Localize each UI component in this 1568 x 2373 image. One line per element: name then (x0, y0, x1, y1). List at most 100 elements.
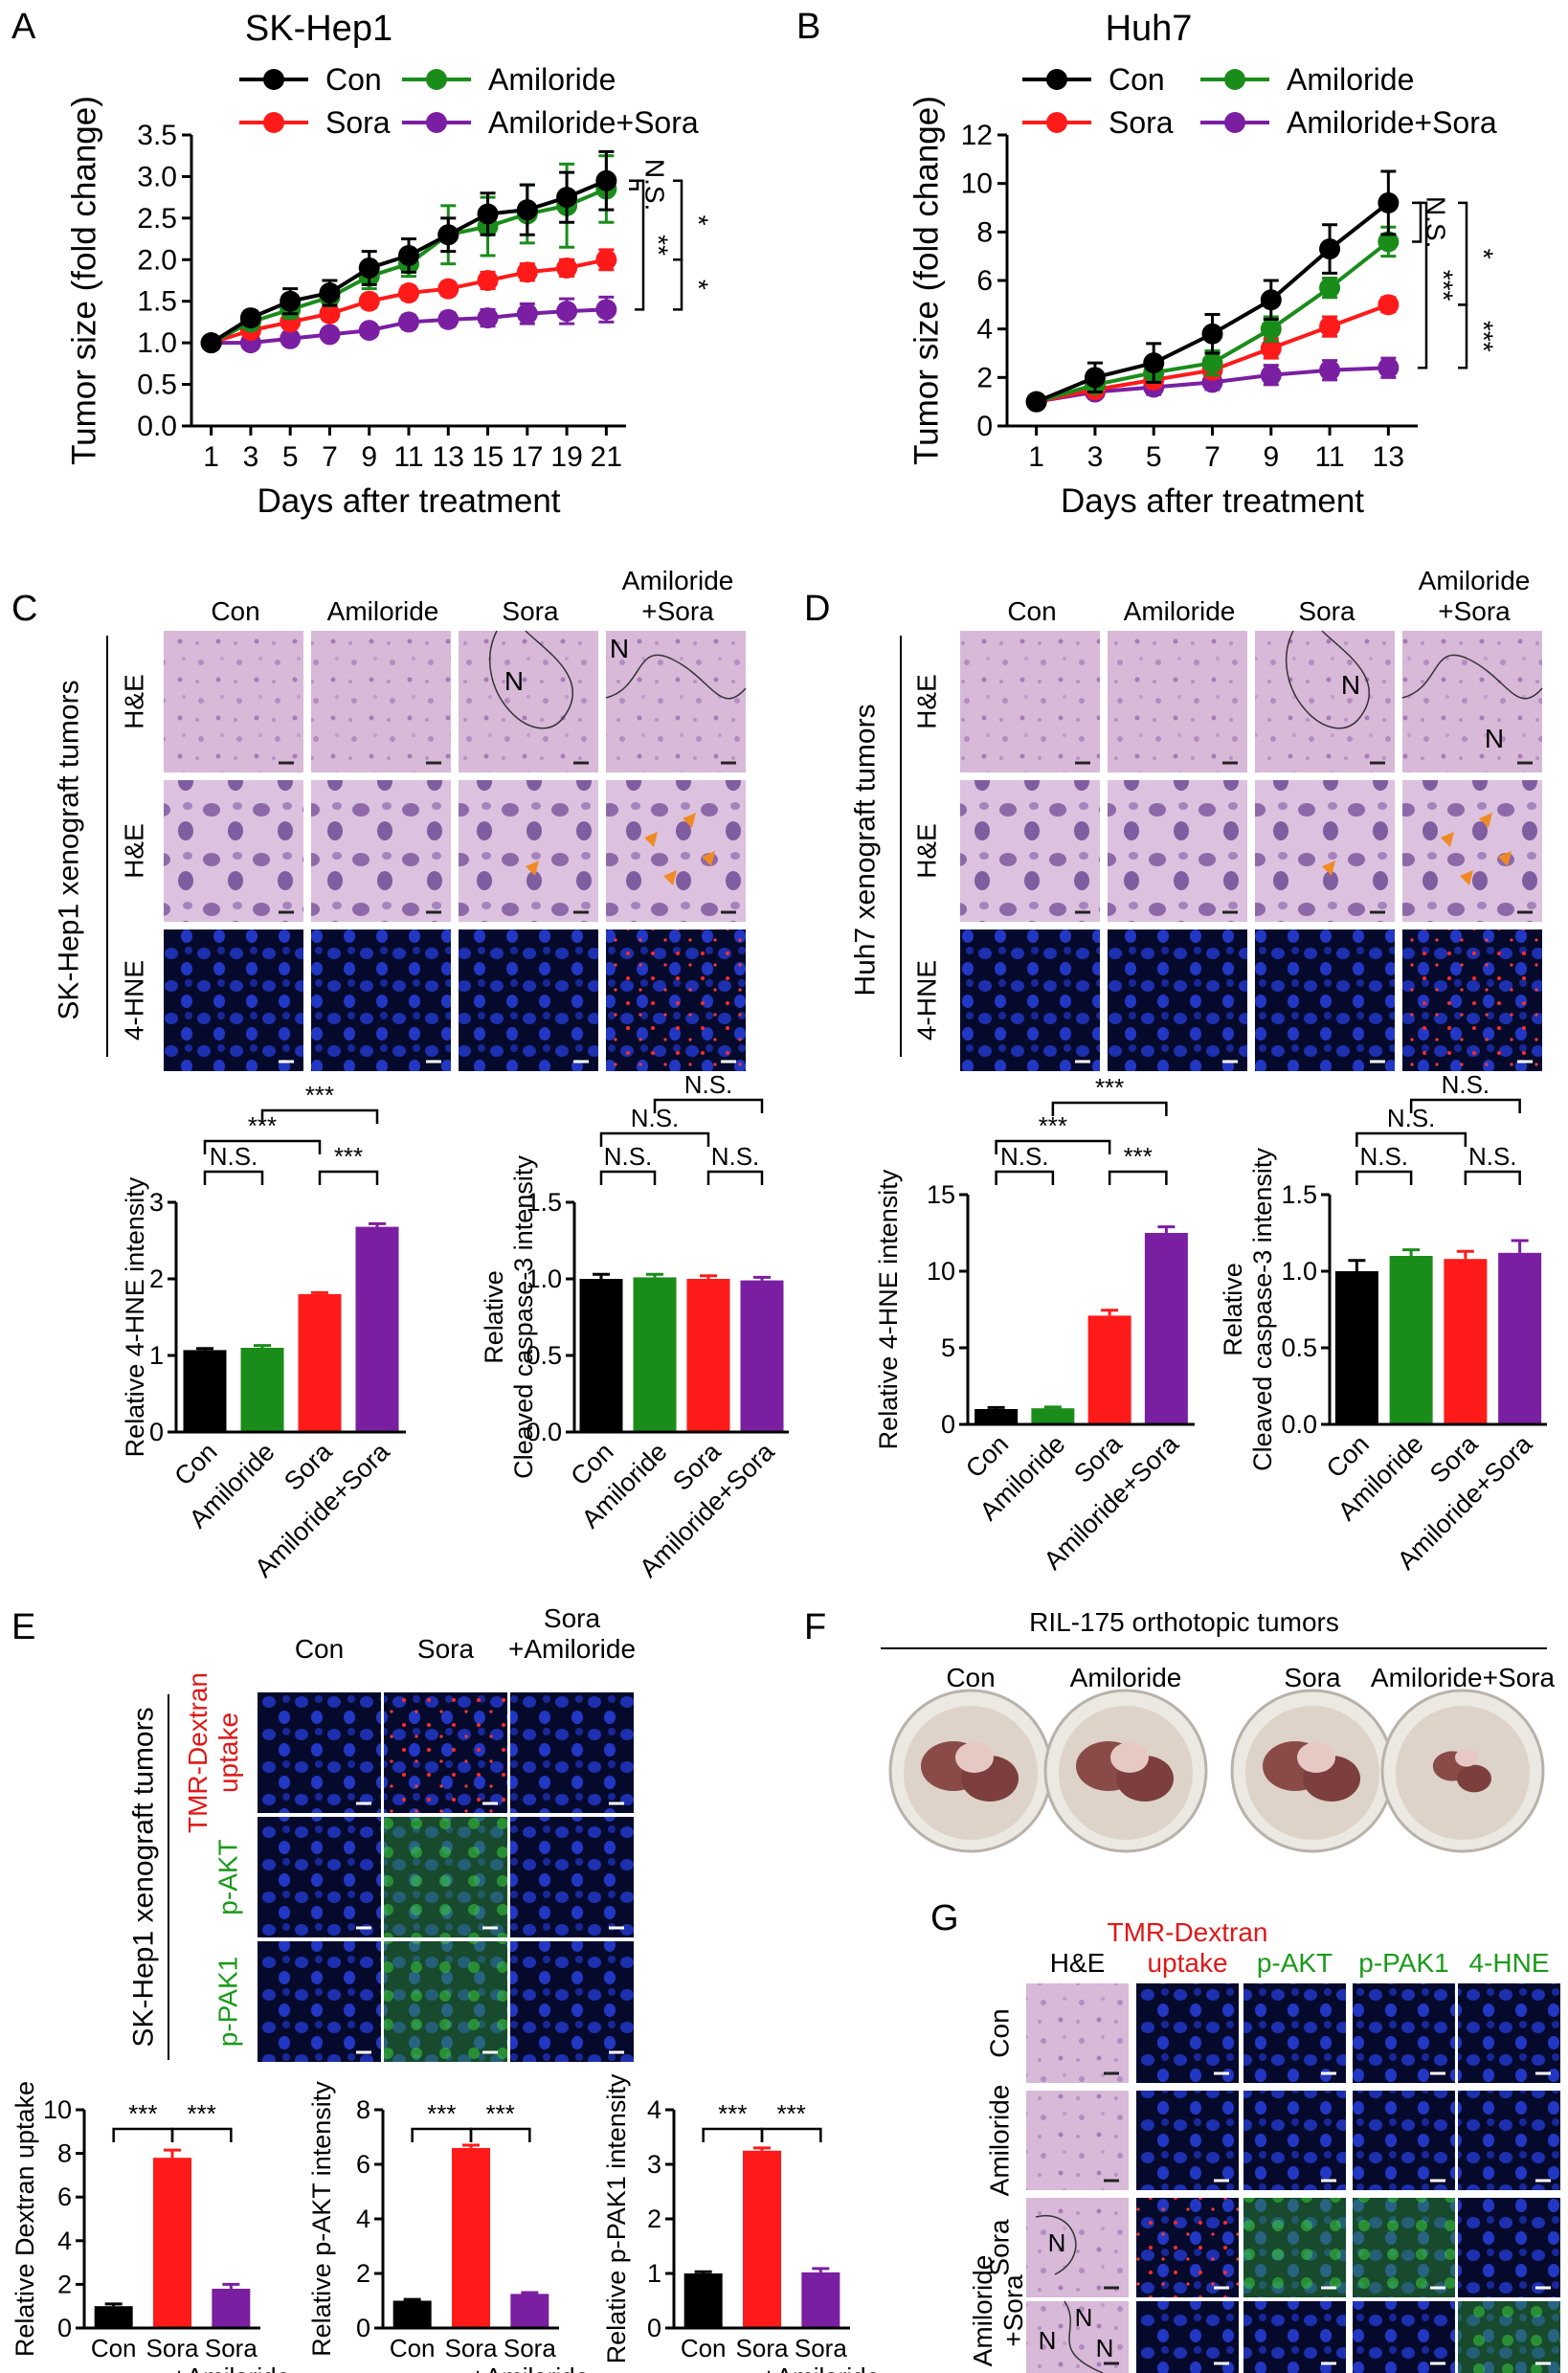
y-tick-label: 2.5 (137, 203, 177, 235)
necrosis-outline (489, 630, 573, 729)
y-axis-label: Relative p-PAK1 intensity (602, 2073, 631, 2363)
column-header: Con (211, 596, 259, 626)
data-point (1260, 337, 1282, 359)
column-header: TMR-Dextran uptake (1107, 1917, 1267, 1978)
column-header: Sora (1284, 1663, 1341, 1692)
error-bar (987, 1405, 1005, 1409)
error-bar (1101, 1309, 1119, 1316)
micrograph (1108, 929, 1247, 1071)
micrograph (258, 1817, 381, 1937)
arrow (1498, 851, 1512, 866)
micrograph (1255, 929, 1395, 1071)
y-tick-label: 1.5 (1281, 1180, 1317, 1209)
row-label: p-PAK1 (213, 1957, 243, 2047)
significance-label: * (684, 215, 714, 226)
significance-label: ** (644, 235, 674, 256)
bar (683, 2273, 723, 2328)
significance-label: *** (187, 2099, 215, 2128)
y-tick-label: 1.0 (1281, 1257, 1317, 1286)
significance-label: N.S. (210, 1142, 258, 1171)
micrograph (459, 929, 598, 1071)
bar (1444, 1259, 1488, 1424)
micrograph (311, 929, 451, 1071)
y-tick-label: 1.5 (137, 286, 177, 318)
data-point (319, 324, 341, 346)
data-point (319, 282, 341, 304)
significance-bracket (995, 1139, 1111, 1154)
row-label: 4-HNE (912, 960, 942, 1041)
liver-lobe (1457, 1764, 1491, 1793)
column-header: Amiloride+Sora (1371, 1663, 1556, 1692)
data-point (477, 203, 499, 225)
significance-bracket (702, 2127, 764, 2142)
x-tick-label: 1 (203, 441, 219, 473)
bar (183, 1350, 227, 1432)
stain-overlay (384, 1941, 507, 2062)
data-point (1201, 323, 1223, 345)
bar (801, 2272, 840, 2328)
necrosis-outline (1035, 2214, 1077, 2275)
row-label: Amiloride (985, 2085, 1015, 2197)
legend-label: Con (325, 62, 382, 97)
data-point (1319, 359, 1341, 381)
data-point (1260, 289, 1282, 311)
significance-label: *** (1124, 1142, 1153, 1171)
side-label: Huh7 xenograft tumors (850, 704, 882, 996)
tumor-nodule (955, 1742, 994, 1773)
y-axis-label: Relative Dextran uptake (11, 2081, 39, 2357)
chart-title: SK-Hep1 (245, 9, 392, 49)
bar (452, 2147, 490, 2328)
significance-label: N.S. (1359, 1142, 1408, 1171)
legend-label: Amiloride (488, 62, 616, 97)
micrograph (960, 929, 1100, 1071)
legend-marker (426, 69, 447, 90)
micrograph (1136, 2301, 1239, 2373)
significance-bracket (1409, 1098, 1521, 1113)
data-point (1378, 294, 1400, 316)
significance-label: *** (1095, 1073, 1124, 1102)
error-bar (1348, 1259, 1366, 1271)
column-header: Sora (417, 1634, 475, 1664)
bar (94, 2306, 133, 2328)
significance-label: *** (1469, 321, 1499, 352)
data-point (1025, 391, 1047, 413)
error-bar (254, 1344, 271, 1348)
x-tick-label: 13 (1373, 441, 1404, 473)
y-tick-label: 0 (941, 1410, 955, 1439)
micrograph (960, 780, 1100, 922)
column-header: Amiloride+Sora (622, 566, 734, 626)
y-tick-label: 1.5 (526, 1188, 562, 1217)
y-tick-label: 3.5 (137, 120, 177, 151)
stain-overlay (1353, 2198, 1455, 2297)
x-tick-label: Sora (736, 2334, 789, 2362)
column-header: Amiloride (327, 596, 439, 626)
x-tick-label: 17 (511, 441, 543, 473)
row-label: p-AKT (213, 1839, 243, 1914)
y-tick-label: 8 (976, 216, 993, 248)
y-axis-label: Relative 4-HNE intensity (121, 1176, 149, 1457)
bar (298, 1294, 342, 1432)
data-point (1319, 277, 1341, 299)
data-point (358, 257, 380, 279)
significance-bracket (673, 258, 683, 311)
significance-bracket (1355, 1170, 1413, 1185)
y-tick-label: 3 (647, 2150, 661, 2179)
arrow (683, 813, 696, 828)
y-tick-label: 2 (647, 2205, 661, 2233)
x-tick-label: 19 (550, 441, 582, 473)
micrograph (1458, 1983, 1560, 2083)
significance-bracket (318, 1170, 379, 1185)
data-point (477, 307, 499, 329)
data-point (477, 270, 499, 291)
arrow (702, 851, 715, 866)
legend-label: Sora (325, 105, 391, 140)
significance-bracket (1108, 1170, 1168, 1185)
panel-letter: B (796, 7, 820, 47)
error-bar (521, 2291, 539, 2295)
micrograph (459, 780, 598, 922)
micrograph (510, 1817, 634, 1937)
data-point (200, 332, 222, 354)
significance-bracket (629, 179, 639, 190)
y-tick-label: 10 (927, 1257, 955, 1286)
x-tick-label: Sora+Amiloride (471, 2334, 590, 2373)
